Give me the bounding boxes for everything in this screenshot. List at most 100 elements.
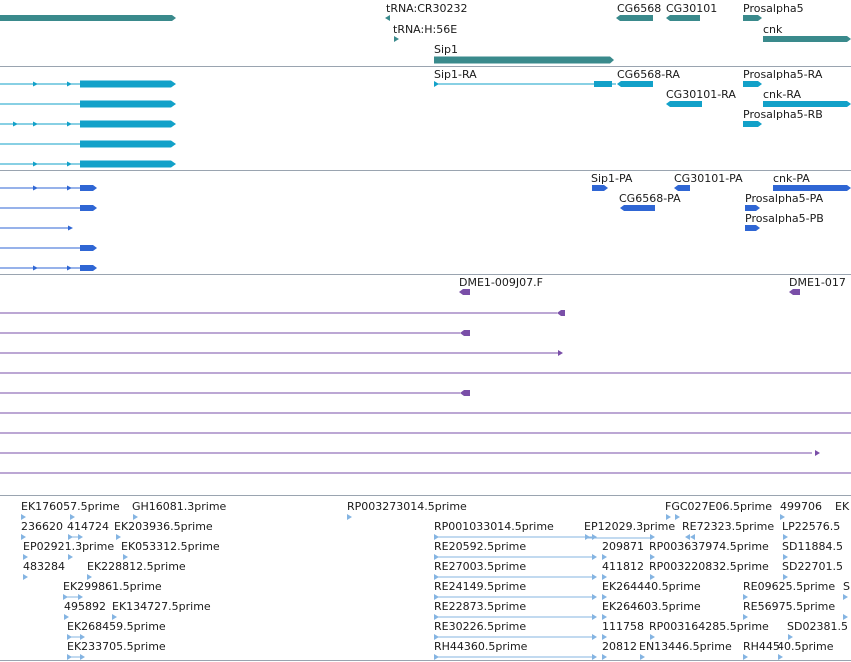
transcript-exon[interactable] (743, 121, 762, 127)
cdna-label[interactable]: RP003273014.5prime (347, 500, 467, 513)
strand-arrow[interactable] (33, 185, 38, 191)
read-arrow[interactable] (788, 634, 793, 640)
cdna-label[interactable]: EK053312.5prime (121, 540, 220, 553)
transcript-label-prosalpha5-ra[interactable]: Prosalpha5-RA (743, 68, 823, 81)
cdna-label[interactable]: EK268459.5prime (67, 620, 166, 633)
read-arrow[interactable] (68, 554, 73, 560)
strand-arrow[interactable] (33, 121, 38, 127)
cdna-label[interactable]: EN13446.5prime (639, 640, 732, 653)
read-arrow[interactable] (123, 554, 128, 560)
read-arrow[interactable] (843, 594, 848, 600)
cdna-label[interactable]: 111758 (602, 620, 644, 633)
strand-arrow[interactable] (67, 81, 72, 87)
read-arrow[interactable] (650, 554, 655, 560)
est-block[interactable] (460, 330, 470, 336)
read-arrow[interactable] (780, 514, 785, 520)
read-arrow[interactable] (116, 534, 121, 540)
strand-arrow[interactable] (171, 140, 176, 148)
cdna-label[interactable]: RP001033014.5prime (434, 520, 554, 533)
gene-label-sip1[interactable]: Sip1 (434, 43, 459, 56)
strand-arrow[interactable] (67, 185, 72, 191)
read-arrow[interactable] (133, 514, 138, 520)
cdna-label[interactable]: RP003164285.5prime (649, 620, 769, 633)
gene-label-cnk[interactable]: cnk (763, 23, 783, 36)
cdna-label[interactable]: LP22576.5 (782, 520, 841, 533)
transcript-exon[interactable] (617, 81, 653, 87)
read-arrow[interactable] (666, 514, 671, 520)
est-block[interactable] (460, 390, 470, 396)
cdna-label[interactable]: 495892 (64, 600, 106, 613)
gene-bar-cg30101[interactable] (666, 15, 700, 21)
strand-arrow[interactable] (171, 100, 176, 108)
protein-block[interactable] (80, 205, 97, 211)
transcript-label-sip1-ra[interactable]: Sip1-RA (434, 68, 477, 81)
cdna-label[interactable]: EK264603.5prime (602, 600, 701, 613)
protein-block[interactable] (80, 245, 97, 251)
read-arrow[interactable] (783, 554, 788, 560)
transcript-exon[interactable] (743, 81, 762, 87)
gene-bar-sip1[interactable] (434, 56, 614, 64)
transcript-exon[interactable] (763, 101, 851, 107)
cdna-label[interactable]: RE09625.5prime (743, 580, 836, 593)
gene-trna-glyph[interactable] (385, 15, 390, 21)
cdna-label[interactable]: RE22873.5prime (434, 600, 527, 613)
protein-block-cg6568-pa[interactable] (620, 205, 655, 211)
read-arrow[interactable] (743, 654, 748, 660)
protein-block-prosalpha5-pb[interactable] (745, 225, 760, 231)
protein-block-prosalpha5-pa[interactable] (745, 205, 760, 211)
gene-label-cg6568[interactable]: CG6568 (617, 2, 662, 15)
protein-block-cnk-pa[interactable] (773, 185, 851, 191)
read-arrow[interactable] (592, 614, 597, 620)
read-arrow[interactable] (743, 594, 748, 600)
cdna-label[interactable]: RE56975.5prime (743, 600, 836, 613)
read-arrow[interactable] (778, 654, 783, 660)
read-arrow[interactable] (743, 614, 748, 620)
read-arrow[interactable] (347, 514, 352, 520)
cdna-label[interactable]: FGC027E06.5prime (665, 500, 773, 513)
read-arrow[interactable] (592, 534, 597, 540)
transcript-label-cg6568-ra[interactable]: CG6568-RA (617, 68, 680, 81)
strand-arrow[interactable] (171, 120, 176, 128)
gene-bar-cg6568[interactable] (616, 15, 653, 21)
read-arrow[interactable] (23, 554, 28, 560)
cdna-label[interactable]: RP003637974.5prime (649, 540, 769, 553)
gene-label-trna-h56e[interactable]: tRNA:H:56E (393, 23, 458, 36)
read-arrow[interactable] (592, 554, 597, 560)
protein-label-cnk-pa[interactable]: cnk-PA (773, 172, 810, 185)
read-arrow[interactable] (690, 534, 695, 540)
cdna-label[interactable]: RE72323.5prime (682, 520, 775, 533)
transcript-exon[interactable] (80, 100, 171, 108)
cdna-label[interactable]: EK (835, 500, 850, 513)
read-arrow[interactable] (650, 574, 655, 580)
transcript-exon[interactable] (80, 140, 171, 148)
cdna-label[interactable]: RH445 (743, 640, 780, 653)
cdna-label[interactable]: RH44360.5prime (434, 640, 528, 653)
read-arrow[interactable] (80, 654, 85, 660)
strand-arrow[interactable] (67, 121, 72, 127)
est-label-dme1-017[interactable]: DME1-017 (789, 276, 846, 289)
strand-arrow[interactable] (67, 265, 72, 271)
est-block[interactable] (789, 289, 800, 295)
transcript-exon[interactable] (80, 80, 171, 88)
cdna-label[interactable]: EK176057.5prime (21, 500, 120, 513)
read-arrow[interactable] (585, 534, 590, 540)
read-arrow[interactable] (78, 594, 83, 600)
est-label-dme1-009j07[interactable]: DME1-009J07.F (459, 276, 543, 289)
read-arrow[interactable] (602, 574, 607, 580)
strand-arrow[interactable] (13, 121, 18, 127)
transcript-label-cg30101-ra[interactable]: CG30101-RA (666, 88, 736, 101)
read-arrow[interactable] (592, 594, 597, 600)
gene-trna-glyph[interactable] (394, 36, 399, 42)
strand-arrow[interactable] (33, 265, 38, 271)
read-arrow[interactable] (640, 654, 645, 660)
strand-arrow[interactable] (171, 80, 176, 88)
read-arrow[interactable] (783, 534, 788, 540)
read-arrow[interactable] (70, 514, 75, 520)
est-block[interactable] (459, 289, 470, 295)
cdna-label[interactable]: 499706 (780, 500, 822, 513)
transcript-label-prosalpha5-rb[interactable]: Prosalpha5-RB (743, 108, 823, 121)
read-arrow[interactable] (592, 634, 597, 640)
cdna-label[interactable]: EK134727.5prime (112, 600, 211, 613)
read-arrow[interactable] (783, 574, 788, 580)
cdna-label[interactable]: SD22701.5 (782, 560, 843, 573)
